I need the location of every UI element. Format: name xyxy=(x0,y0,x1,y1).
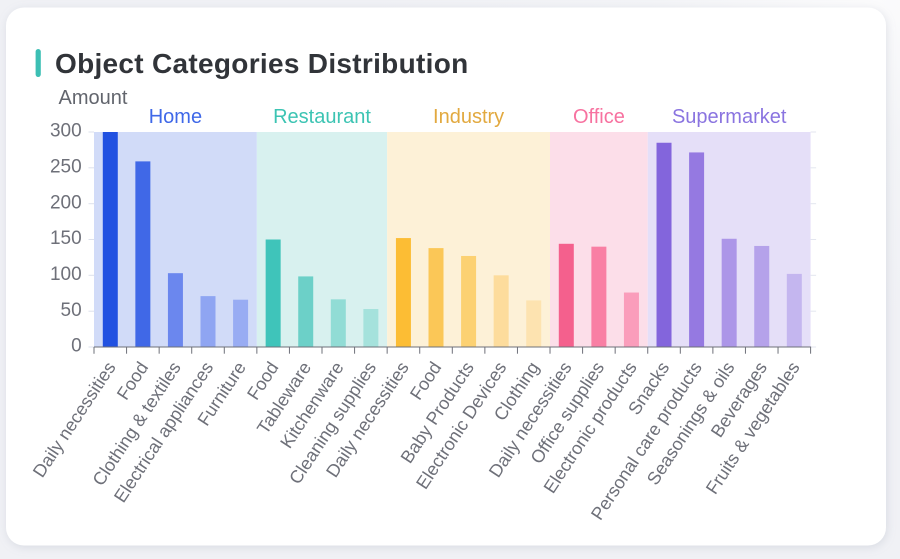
svg-text:Home: Home xyxy=(149,106,202,128)
svg-text:100: 100 xyxy=(50,264,82,285)
svg-text:Object Categories Distribution: Object Categories Distribution xyxy=(55,48,469,79)
svg-text:Industry: Industry xyxy=(433,106,504,128)
svg-text:Amount: Amount xyxy=(59,87,128,109)
svg-text:300: 300 xyxy=(50,121,82,142)
svg-text:0: 0 xyxy=(71,336,82,357)
svg-text:250: 250 xyxy=(50,156,82,177)
svg-text:200: 200 xyxy=(50,192,82,213)
svg-text:50: 50 xyxy=(61,300,82,321)
svg-text:Office: Office xyxy=(573,106,625,128)
svg-text:150: 150 xyxy=(50,228,82,249)
svg-text:Restaurant: Restaurant xyxy=(273,106,371,128)
svg-text:Supermarket: Supermarket xyxy=(672,106,787,128)
